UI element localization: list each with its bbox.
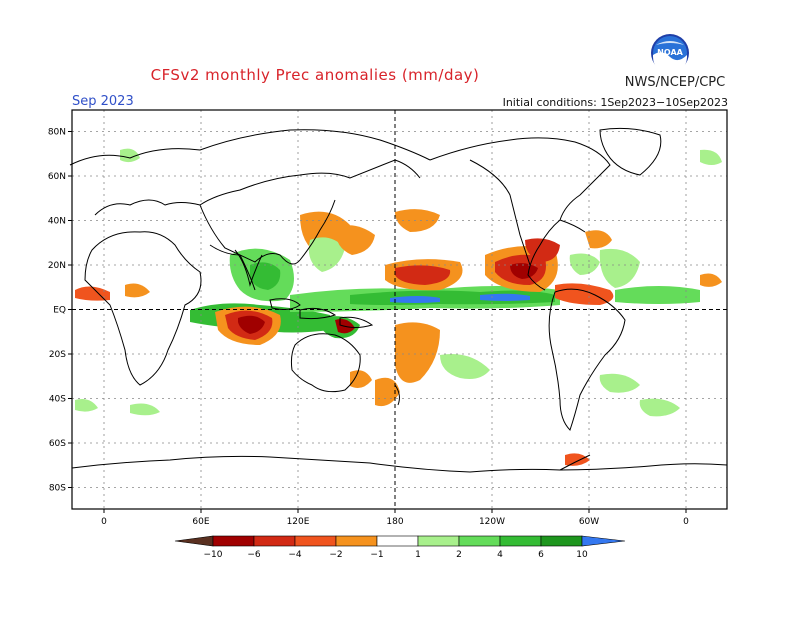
forecast-month: Sep 2023 [72, 94, 134, 109]
legend-swatch [458, 535, 501, 547]
legend-swatch [581, 535, 626, 547]
lon-label: 120W [479, 517, 505, 527]
lat-label: 60N [48, 172, 66, 182]
lat-label: 80N [48, 128, 66, 138]
coastlines [69, 127, 728, 473]
legend-label: 4 [497, 550, 503, 560]
legend-swatch [376, 535, 419, 547]
legend-swatch [294, 535, 337, 547]
lat-label: 60S [49, 439, 66, 449]
lon-label: 0 [101, 517, 107, 527]
logo-text: NOAA [657, 48, 683, 57]
longitude-labels: 0 60E 120E 180 120W 60W 0 [101, 517, 689, 527]
agency-label: NWS/NCEP/CPC [624, 75, 726, 90]
map-frame [71, 109, 728, 510]
legend-label: 1 [415, 550, 421, 560]
legend-swatch [174, 535, 214, 547]
map-title: CFSv2 monthly Prec anomalies (mm/day) [150, 66, 480, 84]
latitude-labels: 80N 60N 40N 20N EQ 20S 40S 60S 80S [48, 128, 66, 494]
lat-label: EQ [53, 306, 66, 316]
legend-label: −4 [288, 550, 302, 560]
lat-label: 40N [48, 217, 66, 227]
color-legend [174, 535, 626, 547]
legend-swatch [335, 535, 378, 547]
initial-conditions: Initial conditions: 1Sep2023−10Sep2023 [502, 96, 728, 109]
lon-label: 120E [287, 517, 310, 527]
lon-label: 60W [579, 517, 599, 527]
legend-labels: −10 −6 −4 −2 −1 1 2 4 6 10 [204, 550, 588, 560]
legend-swatch [212, 535, 255, 547]
lat-label: 40S [49, 395, 66, 405]
lat-label: 20N [48, 261, 66, 271]
anomaly-shading [75, 148, 722, 466]
legend-label: −2 [329, 550, 342, 560]
map-gridlines [72, 110, 727, 509]
legend-label: −10 [204, 550, 223, 560]
legend-label: −6 [247, 550, 261, 560]
lat-label: 20S [49, 350, 66, 360]
lon-label: 180 [386, 517, 403, 527]
legend-label: 10 [576, 550, 588, 560]
lat-label: 80S [49, 484, 66, 494]
legend-swatch [499, 535, 542, 547]
legend-swatch [540, 535, 583, 547]
legend-label: 2 [456, 550, 462, 560]
axis-ticks [68, 131, 687, 513]
lon-label: 60E [192, 517, 209, 527]
legend-label: 6 [538, 550, 544, 560]
legend-label: −1 [370, 550, 383, 560]
noaa-logo-icon: NOAA [651, 34, 689, 73]
legend-swatch [417, 535, 460, 547]
legend-swatch [253, 535, 296, 547]
lon-label: 0 [683, 517, 689, 527]
